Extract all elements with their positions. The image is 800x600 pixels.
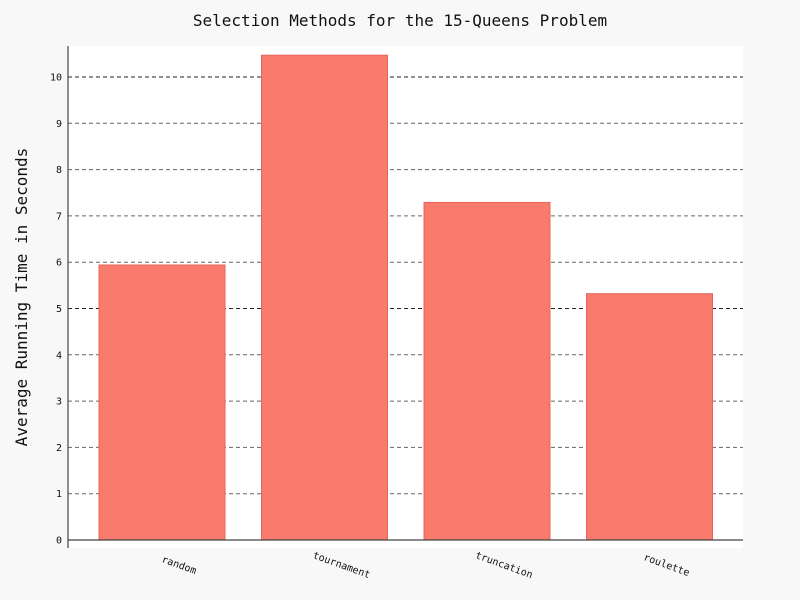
y-tick-label: 1 [56, 489, 62, 500]
bar-layer [98, 54, 713, 541]
bar-random [98, 264, 226, 541]
bar-roulette [586, 293, 713, 541]
y-tick-label: 2 [56, 443, 62, 454]
y-tick-label: 5 [56, 304, 62, 315]
y-tick-label: 8 [56, 165, 62, 176]
bar-truncation [423, 201, 551, 541]
x-tick-label-truncation: truncation [474, 550, 534, 581]
x-tick-label-random: random [160, 554, 198, 577]
y-tick-label: 0 [56, 536, 62, 547]
axis-layer [67, 46, 743, 548]
y-axis-label: Average Running Time in Seconds [12, 148, 31, 447]
y-tick-label: 9 [56, 119, 62, 130]
x-tick-label-tournament: tournament [311, 550, 371, 581]
y-tick-label: 6 [56, 258, 62, 269]
chart-title: Selection Methods for the 15-Queens Prob… [193, 11, 607, 30]
y-tick-label: 7 [56, 211, 62, 222]
y-tick-label: 10 [50, 73, 62, 84]
x-tick-label-roulette: roulette [642, 552, 691, 579]
bar-tournament [261, 54, 388, 541]
y-tick-label: 4 [56, 350, 62, 361]
y-tick-label: 3 [56, 397, 62, 408]
